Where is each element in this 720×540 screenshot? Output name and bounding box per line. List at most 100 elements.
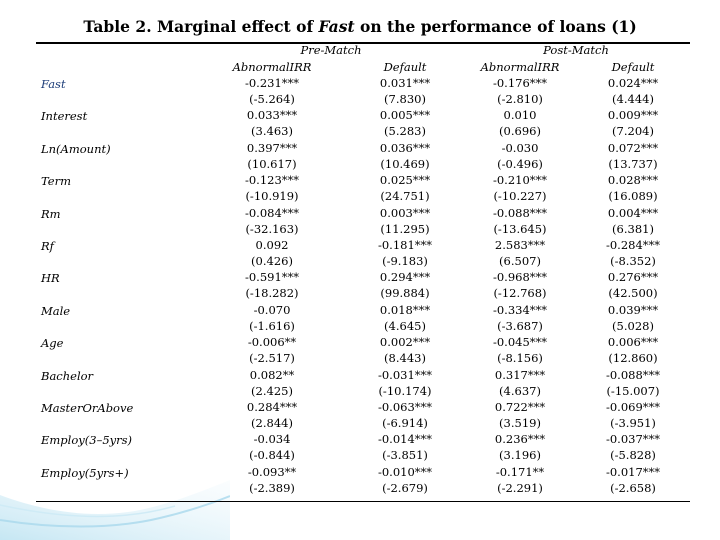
coef-cell: -0.037***: [605, 432, 661, 447]
tstat-cell: (42.500): [608, 286, 658, 301]
tstat-cell: (-8.352): [610, 254, 656, 268]
tstat-cell: (13.737): [608, 156, 658, 171]
coef-cell: -0.284***: [605, 238, 661, 252]
tstat-cell: (16.089): [608, 189, 658, 204]
coef-cell: 0.010: [503, 108, 537, 123]
tstat-cell: (-9.183): [382, 254, 428, 268]
coef-cell: 0.025***: [379, 173, 431, 188]
coef-cell: 0.004***: [607, 205, 659, 220]
coef-cell: -0.176***: [492, 76, 548, 90]
column-header: AbnormalIRR: [480, 60, 560, 74]
coef-cell: -0.123***: [244, 173, 300, 188]
coef-cell: -0.093**: [247, 464, 297, 479]
column-header: Default: [611, 60, 655, 74]
tstat-cell: (-6.914): [382, 416, 428, 430]
tstat-cell: (5.028): [612, 318, 654, 333]
coef-cell: -0.088***: [492, 205, 548, 220]
tstat-cell: (-3.951): [610, 416, 656, 430]
coef-cell: 0.028***: [607, 173, 659, 188]
row-label: Age: [41, 336, 64, 351]
tstat-cell: (0.696): [499, 124, 541, 139]
tstat-cell: (-15.007): [606, 383, 660, 398]
coef-cell: -0.063***: [377, 400, 433, 414]
coef-cell: -0.171**: [495, 464, 545, 479]
tstat-cell: (0.426): [251, 254, 293, 268]
tstat-cell: (10.469): [380, 156, 430, 171]
bottom-rule: [36, 501, 690, 502]
coef-cell: -0.181***: [377, 238, 433, 252]
tstat-cell: (-3.851): [382, 448, 428, 463]
tstat-cell: (3.196): [499, 448, 541, 463]
coef-cell: -0.031***: [377, 367, 433, 382]
tstat-cell: (3.463): [251, 124, 293, 139]
tstat-cell: (3.519): [499, 416, 541, 430]
tstat-cell: (-10.919): [245, 189, 299, 204]
coef-cell: 0.397***: [246, 140, 298, 155]
tstat-cell: (4.444): [612, 92, 654, 106]
tstat-cell: (-10.227): [493, 189, 547, 204]
tstat-cell: (4.645): [384, 318, 426, 333]
tstat-cell: (-2.810): [497, 92, 543, 106]
coef-cell: 0.005***: [379, 108, 431, 123]
tstat-cell: (-3.687): [497, 318, 543, 333]
coef-cell: -0.034: [253, 432, 291, 447]
row-label: HR: [41, 271, 60, 286]
tstat-cell: (4.637): [499, 383, 541, 398]
tstat-cell: (24.751): [380, 189, 430, 204]
coef-cell: 0.033***: [246, 108, 298, 123]
tstat-cell: (7.830): [384, 92, 426, 106]
tstat-cell: (11.295): [380, 221, 430, 236]
tstat-cell: (99.884): [380, 286, 430, 301]
column-header: AbnormalIRR: [232, 60, 312, 74]
coef-cell: -0.070: [253, 302, 291, 317]
tstat-cell: (-18.282): [245, 286, 299, 301]
tstat-cell: (-1.616): [249, 318, 295, 333]
coef-cell: 0.024***: [607, 76, 659, 90]
coef-cell: 0.006***: [607, 335, 659, 350]
coef-cell: 0.236***: [494, 432, 546, 447]
tstat-cell: (-2.291): [497, 480, 543, 495]
coef-cell: -0.017***: [605, 464, 661, 479]
tstat-cell: (-2.389): [249, 480, 295, 495]
coef-cell: -0.088***: [605, 367, 661, 382]
row-label: Fast: [41, 77, 66, 91]
tstat-cell: (6.507): [499, 254, 541, 268]
coef-cell: 0.039***: [607, 302, 659, 317]
group-header-post-match: Post-Match: [543, 43, 609, 57]
row-label: Employ(5yrs+): [41, 465, 129, 480]
coef-cell: 0.722***: [494, 400, 546, 414]
tstat-cell: (2.844): [251, 416, 293, 430]
coef-cell: 0.036***: [379, 140, 431, 155]
tstat-cell: (6.381): [612, 221, 654, 236]
tstat-cell: (-2.658): [610, 480, 656, 495]
coef-cell: 0.294***: [379, 270, 431, 285]
tstat-cell: (5.283): [384, 124, 426, 139]
tstat-cell: (2.425): [251, 383, 293, 398]
tstat-cell: (7.204): [612, 124, 654, 139]
coef-cell: -0.334***: [492, 302, 548, 317]
top-rule: [36, 42, 690, 44]
row-label: Interest: [41, 109, 88, 124]
coef-cell: 0.072***: [607, 140, 659, 155]
row-label: Rf: [41, 239, 54, 253]
coef-cell: 0.317***: [494, 367, 546, 382]
title-emphasis: Fast: [318, 17, 355, 36]
coef-cell: 0.284***: [246, 400, 298, 414]
coef-cell: 0.276***: [607, 270, 659, 285]
tstat-cell: (-10.174): [378, 383, 432, 398]
coef-cell: -0.069***: [605, 400, 661, 414]
tstat-cell: (-13.645): [493, 221, 547, 236]
decorative-swoosh: [0, 480, 230, 540]
coef-cell: -0.210***: [492, 173, 548, 188]
coef-cell: -0.014***: [377, 432, 433, 447]
coef-cell: 0.018***: [379, 302, 431, 317]
coef-cell: -0.084***: [244, 205, 300, 220]
tstat-cell: (-32.163): [245, 221, 299, 236]
tstat-cell: (10.617): [247, 156, 297, 171]
tstat-cell: (-2.679): [382, 480, 428, 495]
table-title: Table 2. Marginal effect of Fast on the …: [83, 17, 637, 36]
tstat-cell: (-2.517): [249, 351, 295, 366]
row-label: Male: [41, 303, 71, 318]
row-label: MasterOrAbove: [41, 401, 134, 415]
tstat-cell: (8.443): [384, 351, 426, 366]
